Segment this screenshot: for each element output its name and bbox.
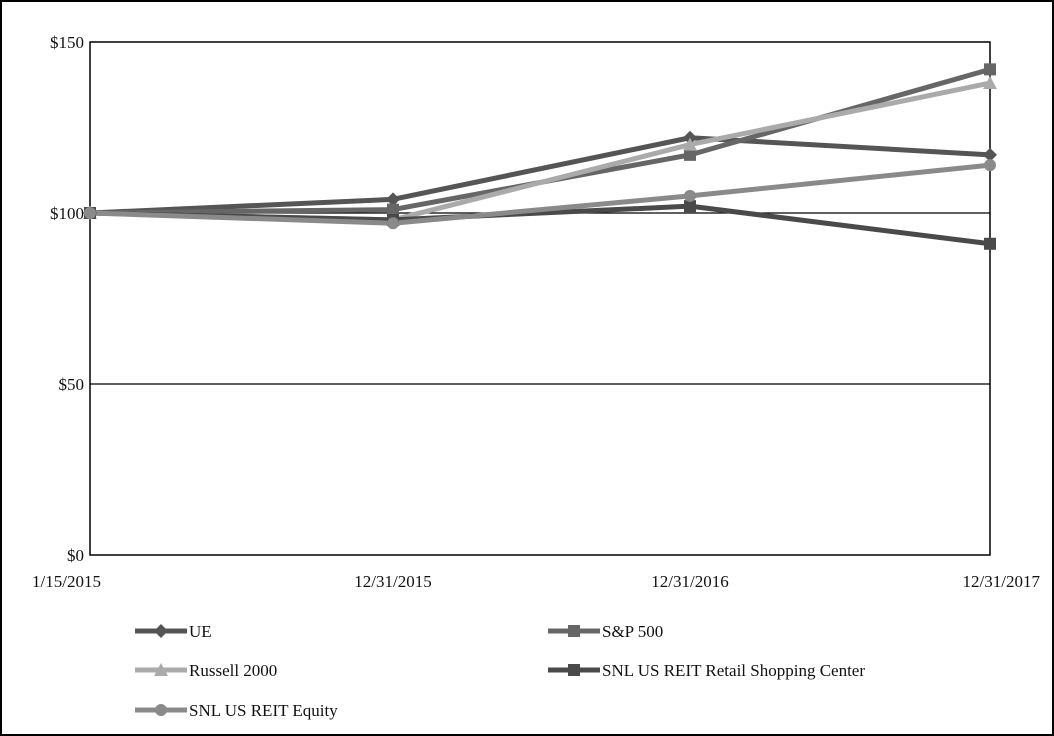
data-point [684,189,696,202]
series-lines [89,66,991,247]
data-point [84,207,96,219]
legend-label: SNL US REIT Retail Shopping Center [602,661,865,680]
series-line-4 [89,162,991,226]
data-point [386,192,400,207]
legend: UE S&P 500 Russell 2000 SNL US REIT Retail … [135,622,865,720]
y-tick-label: $50 [59,375,85,394]
x-tick-label: 12/31/2017 [963,572,1041,591]
data-point [983,147,997,162]
legend-marker [568,625,580,637]
data-point [387,217,399,230]
y-tick-label: $0 [67,546,84,565]
legend-label: UE [189,622,212,641]
data-point [684,148,696,161]
series-line-0 [89,135,991,216]
series-markers [83,63,997,250]
x-tick-label: 12/31/2016 [651,572,728,591]
legend-marker [154,624,168,638]
data-point [984,237,996,250]
data-point [387,203,399,216]
y-tick-label: $150 [50,33,84,52]
y-axis-tick-labels: $0 $50 $100 $150 [50,33,84,565]
data-point [683,137,697,151]
plot-area [89,41,991,556]
legend-label: S&P 500 [602,622,663,641]
legend-marker [568,664,580,676]
x-tick-label: 1/15/2015 [32,572,101,591]
data-point [984,63,996,76]
y-tick-label: $100 [50,204,84,223]
legend-marker [155,704,167,716]
legend-label: SNL US REIT Equity [189,701,338,720]
legend-marker [154,663,168,676]
x-axis-tick-labels: 1/15/2015 12/31/2015 12/31/2016 12/31/2017 [32,572,1040,591]
data-point [983,76,997,90]
data-point [984,159,996,172]
legend-label: Russell 2000 [189,661,277,680]
data-point [684,200,696,213]
x-tick-label: 12/31/2015 [354,572,431,591]
